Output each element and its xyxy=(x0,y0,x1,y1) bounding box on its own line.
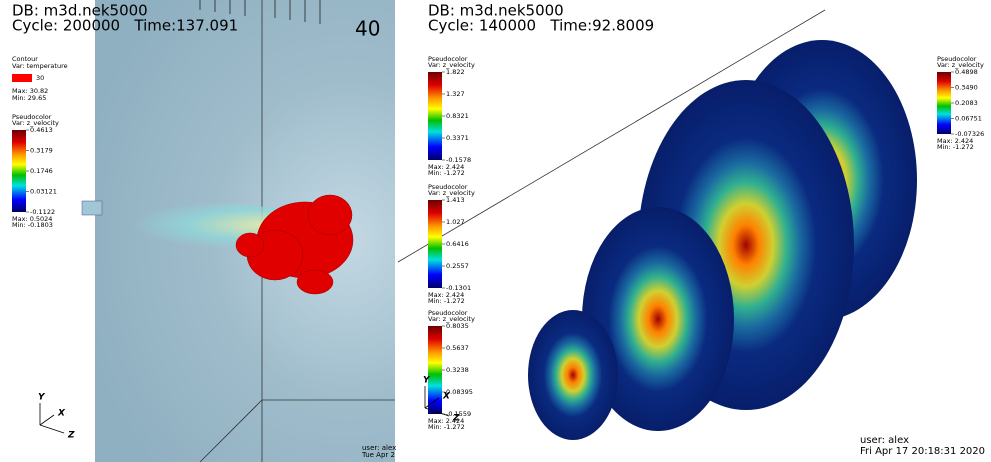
color-bar xyxy=(937,72,951,134)
axis-label: Z xyxy=(452,414,460,424)
legend-tick-label: 0.8035 xyxy=(446,322,469,330)
axis-triad xyxy=(39,414,55,426)
cycle-label: Cycle: 140000 Time:92.8009 xyxy=(428,17,654,35)
axis-triad xyxy=(424,397,440,409)
legend-tick-label: -0.1578 xyxy=(446,156,471,164)
axis-ticks xyxy=(199,0,321,24)
legend-tick-label: 0.3238 xyxy=(446,366,469,374)
legend-var: Var: z_velocity xyxy=(12,119,59,127)
cycle-label: Cycle: 200000 Time:137.091 xyxy=(12,17,238,35)
user-label: user: alex xyxy=(860,435,909,446)
legend-var: Var: temperature xyxy=(12,62,68,70)
db-label: DB: m3d.nek5000 xyxy=(428,2,564,20)
contour-blob xyxy=(235,194,354,295)
legend-min: Min: -1.272 xyxy=(428,423,465,431)
legend-title: Pseudocolor xyxy=(428,309,468,317)
slice-disk xyxy=(528,310,618,440)
legend-tick-label: 0.03121 xyxy=(30,188,57,196)
legend-max: Max: 2.424 xyxy=(428,417,464,425)
axis-label: X xyxy=(57,409,66,419)
legend-tick-label: 0.08395 xyxy=(446,388,473,396)
slice-disk xyxy=(582,207,734,431)
legend-tick-label: 0.8321 xyxy=(446,112,469,120)
axis-label: Y xyxy=(423,376,431,386)
legend-tick-label: 1.413 xyxy=(446,196,465,204)
legend-level: 30 xyxy=(36,74,44,82)
legend-tick-label: 1.822 xyxy=(446,68,465,76)
legend-var: Var: z_velocity xyxy=(428,189,475,197)
legend-tick-label: -0.07326 xyxy=(955,130,984,138)
legend-tick-label: 0.4898 xyxy=(955,68,978,76)
user-label: user: alex xyxy=(362,444,396,452)
legend-tick-label: 0.3490 xyxy=(955,84,978,92)
legend-tick-label: 0.06751 xyxy=(955,115,982,123)
date-label: Tue Apr 2 xyxy=(361,451,395,459)
legend-min: Min: -1.272 xyxy=(937,143,974,151)
legend-max: Max: 30.82 xyxy=(12,87,48,95)
box-edge xyxy=(199,399,263,462)
legend-max: Max: 2.424 xyxy=(428,291,464,299)
legend-var: Var: z_velocity xyxy=(428,315,475,323)
axis-label: X xyxy=(442,392,451,402)
legend-tick-label: -0.1122 xyxy=(30,208,55,216)
inlet xyxy=(81,200,103,216)
legend-var: Var: z_velocity xyxy=(428,61,475,69)
color-bar xyxy=(428,72,442,160)
scale-label: 40 xyxy=(355,17,380,41)
legend-max: Max: 2.424 xyxy=(428,163,464,171)
axis-label: Z xyxy=(67,431,75,441)
box-edge xyxy=(397,9,826,263)
legend-min: Min: -0.1803 xyxy=(12,221,53,229)
legend-tick-label: 0.1746 xyxy=(30,167,53,175)
axis-triad xyxy=(424,407,450,417)
legend-tick-label: 1.327 xyxy=(446,90,465,98)
legend-tick-label: -0.1559 xyxy=(446,410,471,418)
legend-var: Var: z_velocity xyxy=(937,61,984,69)
legend-tick-label: 0.2557 xyxy=(446,262,469,270)
axis-triad xyxy=(39,424,65,434)
legend-tick-label: 0.3371 xyxy=(446,134,469,142)
legend-max: Max: 2.424 xyxy=(937,137,973,145)
color-bar xyxy=(12,130,26,212)
legend-tick-label: 1.027 xyxy=(446,218,465,226)
legend-title: Pseudocolor xyxy=(12,113,52,121)
date-label: Fri Apr 17 20:18:31 2020 xyxy=(860,446,985,457)
legend-title: Contour xyxy=(12,55,38,63)
legend-min: Min: 29.65 xyxy=(12,94,46,102)
legend-tick-label: -0.1301 xyxy=(446,284,471,292)
contour-swatch xyxy=(12,74,32,82)
legend-tick-label: 0.2083 xyxy=(955,99,978,107)
legend-title: Pseudocolor xyxy=(428,183,468,191)
legend-tick-label: 0.4613 xyxy=(30,126,53,134)
legend-tick-label: 0.3179 xyxy=(30,147,53,155)
legend-max: Max: 0.5024 xyxy=(12,215,52,223)
color-bar xyxy=(428,200,442,288)
legend-title: Pseudocolor xyxy=(937,55,977,63)
legend-min: Min: -1.272 xyxy=(428,169,465,177)
legend-tick-label: 0.5637 xyxy=(446,344,469,352)
color-bar xyxy=(428,326,442,414)
legend-tick-label: 0.6416 xyxy=(446,240,469,248)
db-label: DB: m3d.nek5000 xyxy=(12,2,148,20)
axis-label: Y xyxy=(38,393,46,403)
legend-min: Min: -1.272 xyxy=(428,297,465,305)
legend-title: Pseudocolor xyxy=(428,55,468,63)
